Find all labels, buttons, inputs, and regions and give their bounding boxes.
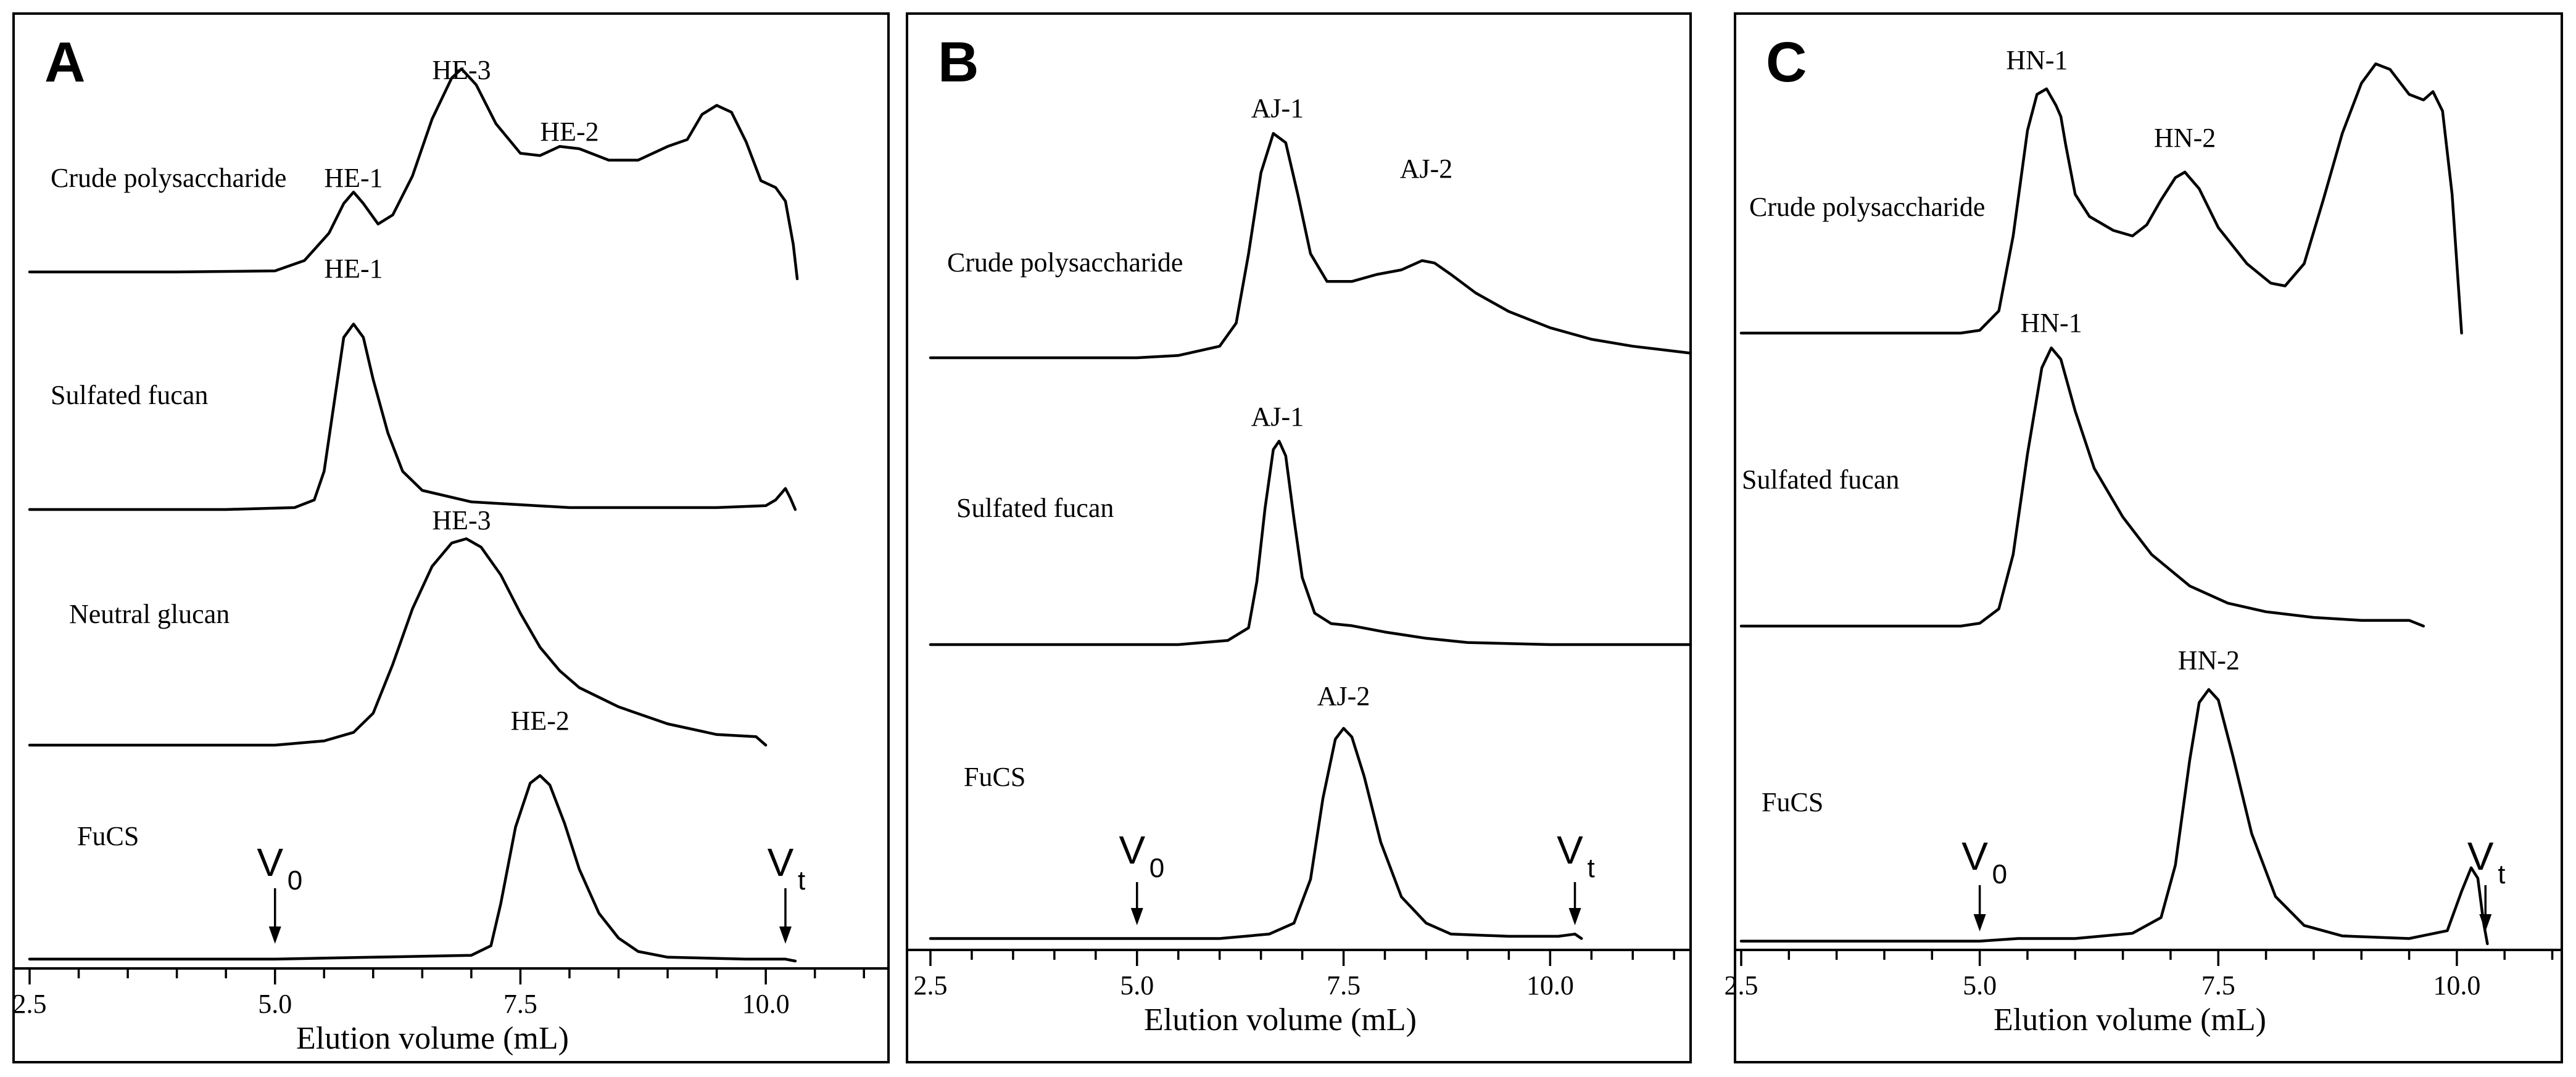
peak-label-aj-1: AJ-1 [1251, 93, 1304, 123]
panel-label: C [1766, 31, 1807, 94]
peak-label-aj-2: AJ-2 [1400, 154, 1453, 184]
trace-sulfated-fucan [28, 323, 797, 511]
x-tick-label: 2.5 [1725, 970, 1758, 1001]
x-axis: 2.5 5.0 7.5 10.0 Elution volume (mL) [1725, 949, 2562, 1038]
panel-frame [906, 12, 1692, 1063]
marker-subscript: t [2498, 859, 2505, 889]
x-tick-label: 10.0 [2433, 970, 2480, 1001]
peak-label-hn-1: HN-1 [2021, 308, 2082, 338]
trace-label-crude-polysaccharide: Crude polysaccharide [947, 247, 1183, 278]
marker-symbol: V [1961, 834, 1988, 878]
x-tick-label: 7.5 [503, 989, 537, 1019]
marker-arrow-head [1130, 908, 1143, 925]
trace-crude-polysaccharide [929, 132, 1692, 360]
marker-symbol: V [1119, 828, 1145, 872]
trace-neutral-glucan [28, 537, 768, 747]
trace-label-fucs: FuCS [1762, 787, 1823, 817]
marker-arrow-head [2479, 914, 2492, 931]
panel-label: B [938, 31, 979, 94]
panel-frame [1734, 12, 2563, 1063]
trace-label-sulfated-fucan: Sulfated fucan [956, 493, 1114, 523]
panel-frame [12, 12, 890, 1063]
panel-label: A [44, 31, 85, 94]
peak-label-he-1: HE-1 [324, 254, 383, 284]
trace-label-fucs: FuCS [964, 762, 1025, 792]
x-tick-label: 5.0 [258, 989, 292, 1019]
trace-sulfated-fucan [929, 439, 1692, 646]
x-axis-title: Elution volume (mL) [296, 1021, 569, 1056]
trace-crude-polysaccharide [1739, 62, 2463, 335]
trace-label-sulfated-fucan: Sulfated fucan [1742, 464, 1899, 495]
x-tick-label: 5.0 [1120, 970, 1154, 1001]
marker-arrow-head [268, 926, 281, 944]
marker-symbol: V [257, 840, 283, 885]
trace-crude-polysaccharide [28, 67, 799, 281]
marker-subscript: t [798, 865, 805, 896]
peak-label-he-1: HE-1 [324, 163, 383, 193]
peak-label-hn-1: HN-1 [2006, 45, 2068, 75]
trace-label-neutral-glucan: Neutral glucan [69, 599, 230, 629]
panel-c: C Crude polysaccharide HN-1 HN-2 Sulfated fu… [1725, 12, 2563, 1063]
trace-label-crude-polysaccharide: Crude polysaccharide [51, 163, 286, 193]
x-axis: 2.5 5.0 7.5 10.0 Elution volume (mL) [907, 949, 1691, 1038]
x-tick-label: 5.0 [1963, 970, 1997, 1001]
marker-arrow-head [1568, 908, 1581, 925]
trace-fucs [28, 774, 797, 963]
trace-label-sulfated-fucan: Sulfated fucan [51, 380, 208, 410]
x-axis-title: Elution volume (mL) [1144, 1002, 1417, 1038]
peak-label-hn-2: HN-2 [2154, 123, 2216, 153]
x-axis: 2.5 5.0 7.5 10.0 Elution volume (mL) [13, 967, 888, 1056]
x-tick-label: 2.5 [13, 989, 47, 1019]
x-axis-title: Elution volume (mL) [1994, 1002, 2266, 1038]
peak-label-hn-2: HN-2 [2178, 645, 2240, 675]
panel-a: A Crude polysaccharide HE-1 HE-3 HE-2 Sulfate… [12, 12, 890, 1063]
peak-label-aj-2: AJ-2 [1317, 681, 1370, 711]
marker-symbol: V [1557, 828, 1583, 872]
x-tick-label: 7.5 [1327, 970, 1360, 1001]
trace-fucs [1739, 688, 2489, 946]
peak-label-he-2: HE-2 [540, 117, 598, 147]
peak-label-aj-1: AJ-1 [1251, 402, 1304, 432]
trace-fucs [929, 727, 1583, 940]
trace-label-crude-polysaccharide: Crude polysaccharide [1749, 192, 1985, 222]
marker-arrow-head [779, 926, 792, 944]
trace-label-fucs: FuCS [77, 821, 139, 851]
marker-subscript: t [1588, 853, 1595, 883]
marker-arrow-head [1973, 914, 1986, 931]
trace-sulfated-fucan [1739, 346, 2425, 628]
marker-symbol: V [2467, 834, 2494, 878]
marker-subscript: 0 [1992, 859, 2007, 889]
x-tick-label: 2.5 [914, 970, 948, 1001]
peak-label-he-3: HE-3 [432, 505, 491, 535]
x-tick-label: 7.5 [2201, 970, 2235, 1001]
marker-subscript: 0 [288, 865, 302, 896]
x-tick-label: 10.0 [742, 989, 790, 1019]
marker-subscript: 0 [1149, 853, 1164, 883]
peak-label-he-2: HE-2 [511, 706, 569, 736]
panel-b: B Crude polysaccharide AJ-1 AJ-2 Sulfated fu… [906, 12, 1692, 1063]
marker-symbol: V [768, 840, 794, 885]
peak-label-he-3: HE-3 [432, 55, 491, 85]
x-tick-label: 10.0 [1526, 970, 1574, 1001]
